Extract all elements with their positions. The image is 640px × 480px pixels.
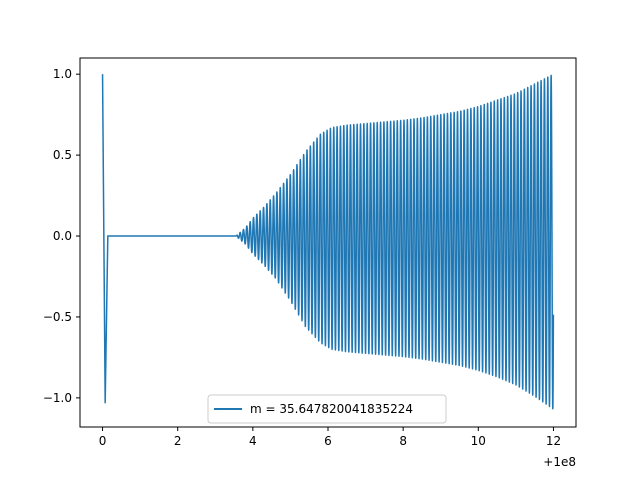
series-layer (101, 74, 555, 410)
x-tick-label: 10 (471, 434, 486, 448)
x-tick-label: 0 (99, 434, 107, 448)
y-tick-label: −1.0 (43, 391, 72, 405)
legend-entry-label: m = 35.647820041835224 (250, 402, 413, 416)
legend: m = 35.647820041835224 (207, 394, 447, 424)
x-tick-label: 2 (174, 434, 182, 448)
y-tick-label: 0.0 (53, 229, 72, 243)
y-tick-label: −0.5 (43, 310, 72, 324)
series-line (101, 74, 555, 410)
x-axis-offset-label: +1e8 (543, 455, 576, 469)
x-tick-label: 4 (249, 434, 257, 448)
y-tick-label: 1.0 (53, 67, 72, 81)
x-tick-label: 6 (324, 434, 332, 448)
legend-box (207, 394, 447, 424)
x-tick-label: 12 (546, 434, 561, 448)
x-tick-label: 8 (399, 434, 407, 448)
axes-layer: 0 2 4 6 8 10 12 −1.0 −0.5 0.0 0.5 1.0 (43, 57, 577, 448)
y-tick-label: 0.5 (53, 148, 72, 162)
